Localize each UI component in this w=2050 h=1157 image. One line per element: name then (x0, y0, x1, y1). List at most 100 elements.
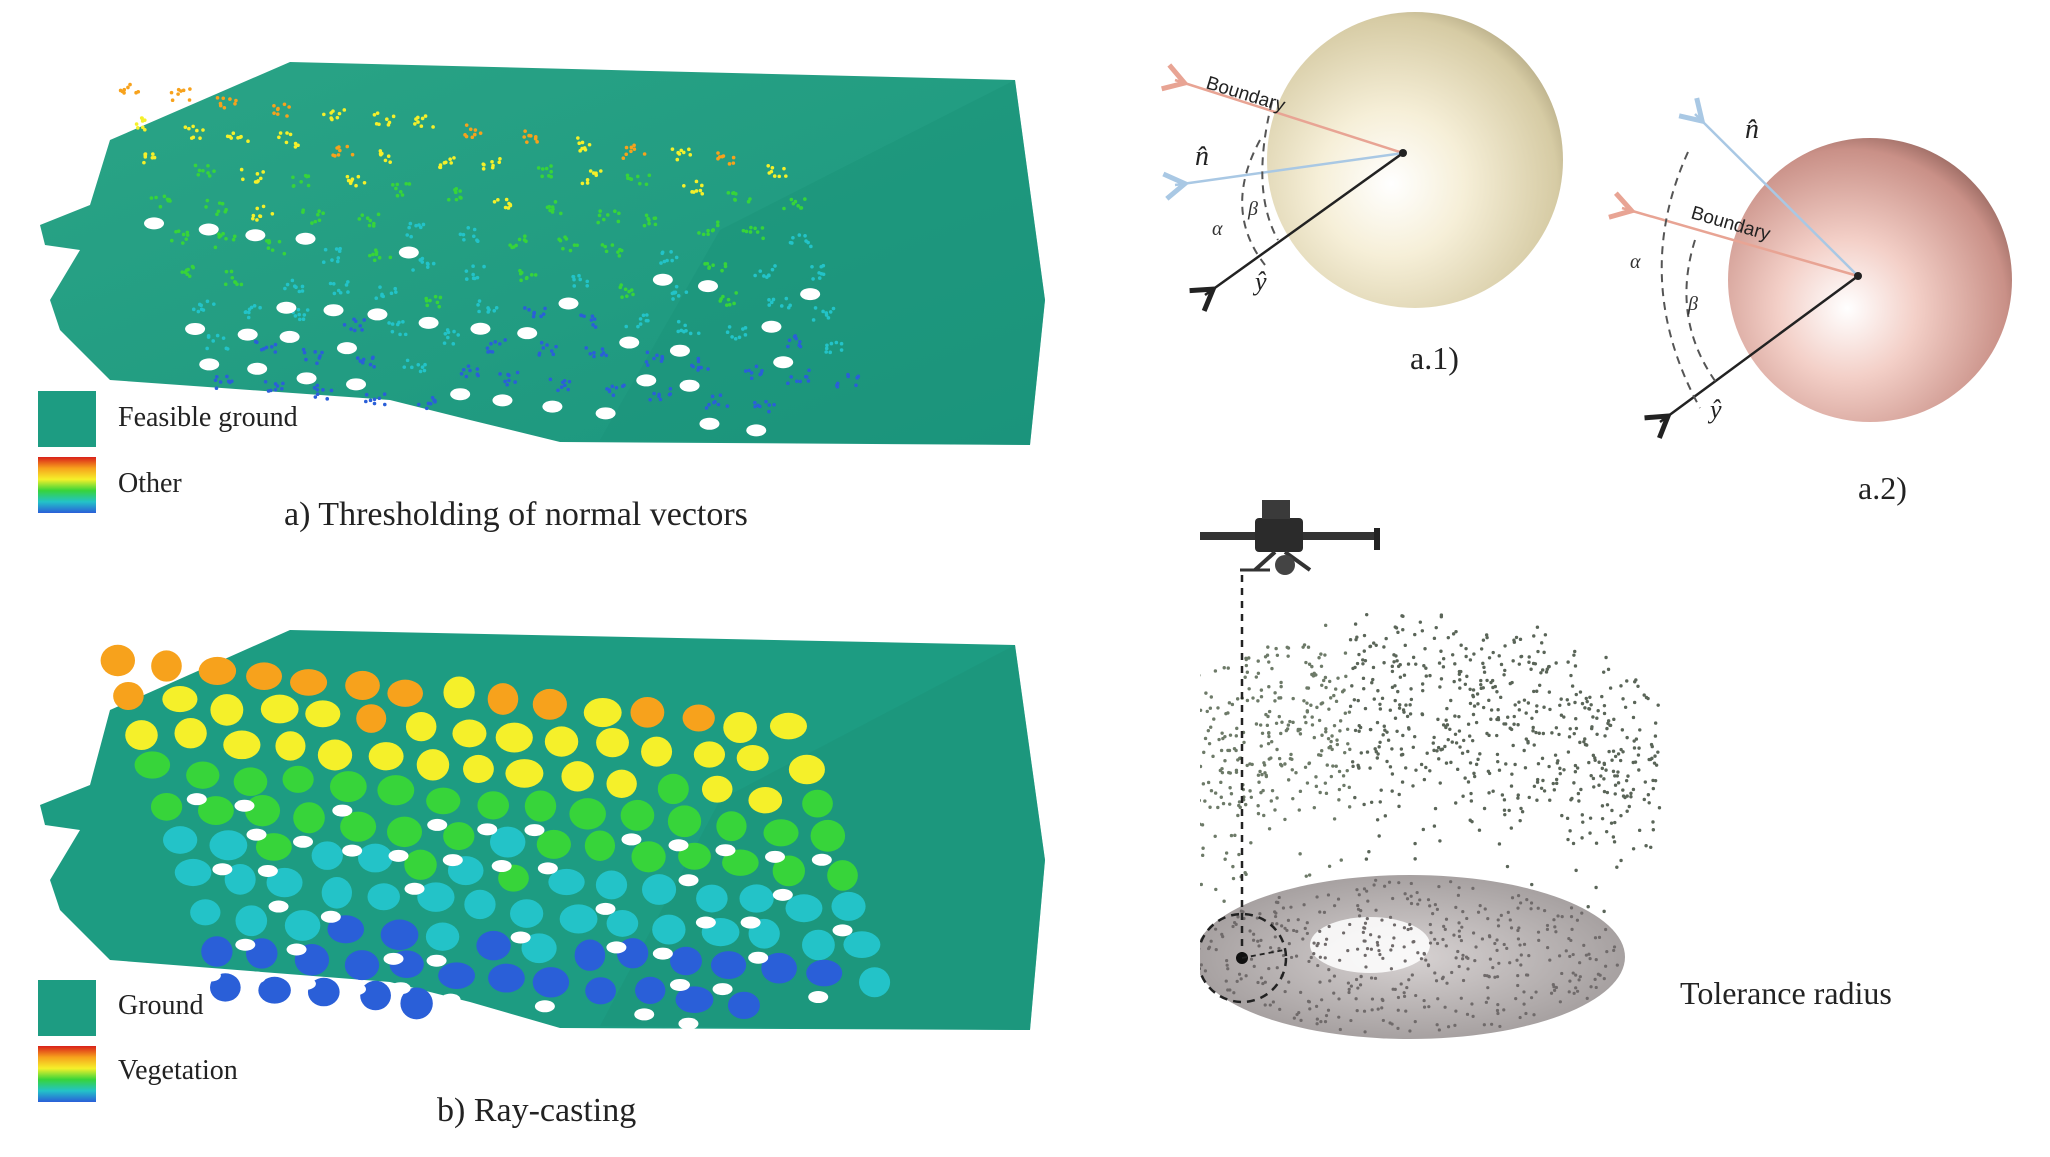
vegetation-point (699, 365, 703, 370)
vegetation-point (328, 281, 333, 286)
gap (307, 1010, 328, 1023)
canopy-point (1420, 682, 1425, 686)
canopy-point (1262, 763, 1267, 767)
canopy-point (1304, 660, 1308, 665)
gap (207, 397, 228, 410)
canopy-point (1262, 813, 1266, 818)
vegetation-point (193, 163, 198, 168)
canopy-point (1504, 762, 1508, 766)
tree-crown (802, 789, 833, 818)
vegetation-point (475, 275, 480, 280)
vegetation-point (372, 113, 377, 117)
canopy-point (1267, 757, 1271, 761)
gap (524, 824, 545, 837)
tree-crown (524, 790, 557, 822)
canopy-point (1595, 716, 1599, 720)
canopy-point (1435, 749, 1439, 753)
canopy-point (1245, 698, 1250, 703)
ground-point (1552, 918, 1556, 922)
ground-point (1251, 938, 1256, 942)
ground-point (1502, 1008, 1506, 1012)
vegetation-point (624, 324, 629, 329)
canopy-point (1378, 702, 1382, 707)
vegetation-point (191, 307, 196, 312)
canopy-point (1213, 669, 1218, 673)
ground-point (1357, 914, 1362, 918)
vegetation-point (766, 164, 771, 168)
ground-point (1277, 895, 1281, 900)
canopy-point (1265, 653, 1270, 657)
ground-point (1508, 918, 1512, 922)
gap (246, 828, 267, 841)
canopy-point (1611, 749, 1616, 753)
tree-crown (769, 712, 807, 740)
vegetation-point (674, 255, 679, 260)
gap (345, 983, 366, 996)
vegetation-point (191, 135, 196, 140)
ground-point (1413, 1020, 1417, 1024)
canopy-point (1319, 652, 1323, 656)
ground-point (1524, 1011, 1528, 1016)
canopy-point (1624, 778, 1629, 783)
canopy-point (1633, 760, 1638, 764)
canopy-point (1602, 909, 1606, 914)
canopy-point (1267, 685, 1271, 689)
canopy-point (1637, 746, 1641, 750)
ground-point (1502, 942, 1506, 947)
vegetation-point (646, 216, 650, 221)
gap (279, 330, 300, 343)
vegetation-point (446, 330, 451, 335)
ground-point (1516, 894, 1521, 898)
vegetation-point (472, 227, 477, 232)
gap (606, 941, 627, 954)
canopy-point (1305, 701, 1309, 705)
vegetation-point (694, 189, 699, 193)
canopy-point (1436, 717, 1440, 722)
vegetation-point (258, 176, 263, 181)
canopy-point (1350, 760, 1355, 764)
tree-crown (284, 910, 321, 941)
vegetation-point (433, 294, 438, 299)
vegetation-point (462, 238, 466, 242)
vegetation-point (471, 264, 475, 269)
tree-crown (763, 819, 799, 847)
vegetation-point (758, 372, 762, 377)
ground-point (1320, 998, 1324, 1002)
vegetation-point (382, 402, 387, 407)
canopy-point (1444, 718, 1448, 722)
tree-crown (678, 842, 711, 870)
vegetation-point (585, 279, 590, 284)
canopy-point (1470, 738, 1475, 743)
vegetation-point (694, 179, 699, 184)
vegetation-point (803, 233, 807, 238)
vegetation-point (503, 205, 508, 210)
vegetation-point (540, 167, 545, 171)
canopy-point (1642, 797, 1646, 802)
canopy-point (1643, 780, 1648, 784)
vegetation-point (706, 228, 710, 233)
vegetation-point (527, 308, 531, 312)
canopy-point (1455, 767, 1460, 772)
vegetation-point (287, 105, 291, 109)
vegetation-point (183, 125, 188, 129)
canopy-point (1608, 686, 1613, 690)
canopy-point (1468, 658, 1473, 662)
vegetation-point (543, 306, 547, 311)
ground-point (1466, 967, 1470, 971)
ground-point (1390, 944, 1395, 948)
ground-point (1587, 952, 1591, 956)
ground-point (1314, 1004, 1319, 1009)
canopy-point (1611, 769, 1616, 774)
canopy-point (1256, 671, 1261, 675)
tree-crown (584, 830, 616, 861)
canopy-point (1496, 708, 1500, 712)
canopy-point (1547, 664, 1551, 669)
ground-point (1318, 910, 1322, 914)
canopy-point (1303, 715, 1307, 719)
canopy-point (1222, 899, 1226, 903)
vegetation-point (596, 220, 600, 225)
vegetation-point (535, 140, 539, 144)
canopy-point (1596, 709, 1600, 713)
canopy-point (1319, 702, 1323, 706)
canopy-point (1229, 833, 1234, 838)
